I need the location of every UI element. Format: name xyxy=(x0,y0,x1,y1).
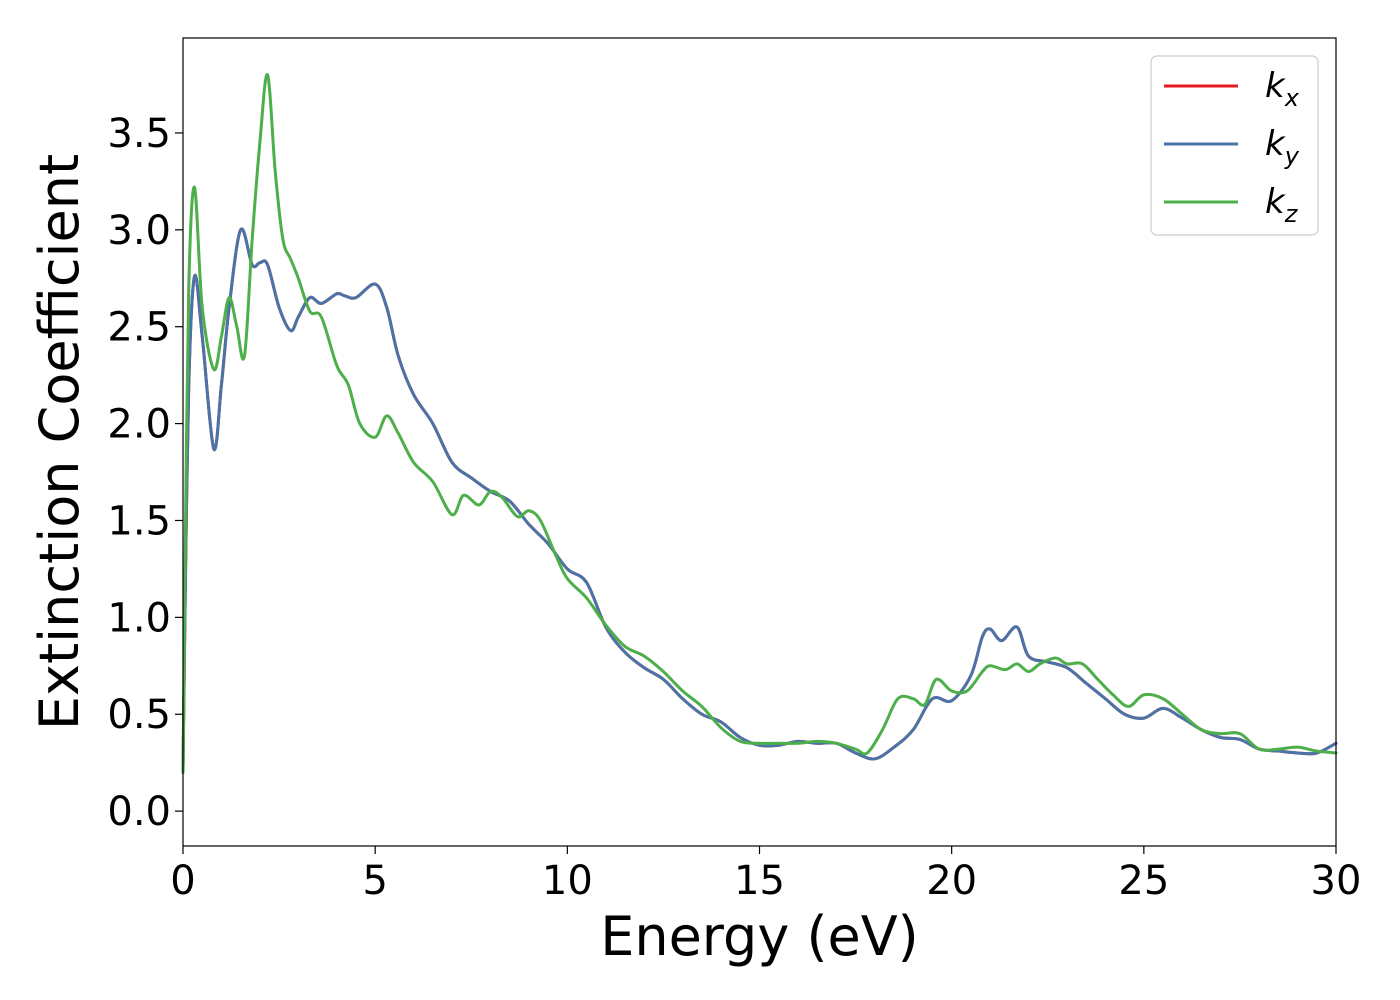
legend-label-z: kz xyxy=(1265,182,1299,228)
x-axis-ticks: 0 5 10 15 20 25 30 xyxy=(170,846,1361,904)
legend-label-main: k xyxy=(1265,124,1286,164)
legend-label-main: k xyxy=(1265,66,1286,106)
legend-label-subscript: x xyxy=(1284,84,1300,112)
series-layer xyxy=(181,73,1338,774)
y-axis-ticks: 0.0 0.5 1.0 1.5 2.0 2.5 3.0 3.5 xyxy=(107,111,183,835)
x-tick-label: 20 xyxy=(926,858,977,904)
legend-label-x: kx xyxy=(1265,66,1300,112)
y-tick-label: 3.0 xyxy=(107,208,171,254)
x-tick-label: 0 xyxy=(170,858,195,904)
x-tick-label: 10 xyxy=(542,858,593,904)
series-line-z xyxy=(181,73,1338,774)
y-tick-label: 2.0 xyxy=(107,402,171,448)
y-tick-label: 3.5 xyxy=(107,111,171,157)
x-tick-label: 5 xyxy=(362,858,387,904)
x-tick-label: 25 xyxy=(1118,858,1169,904)
y-tick-label: 0.0 xyxy=(107,789,171,835)
legend-label-main: k xyxy=(1265,182,1286,222)
x-tick-label: 30 xyxy=(1311,858,1362,904)
y-tick-label: 1.5 xyxy=(107,498,171,544)
legend-label-subscript: y xyxy=(1284,142,1300,170)
y-axis-label: Extinction Coefficient xyxy=(28,154,91,730)
legend-label-subscript: z xyxy=(1284,200,1299,228)
y-tick-label: 0.5 xyxy=(107,692,171,738)
y-tick-label: 1.0 xyxy=(107,595,171,641)
x-tick-label: 15 xyxy=(734,858,785,904)
series-line-x xyxy=(181,227,1338,774)
y-tick-label: 2.5 xyxy=(107,305,171,351)
x-axis-label: Energy (eV) xyxy=(600,905,919,968)
series-line-y xyxy=(181,227,1338,774)
legend-label-y: ky xyxy=(1265,124,1300,170)
